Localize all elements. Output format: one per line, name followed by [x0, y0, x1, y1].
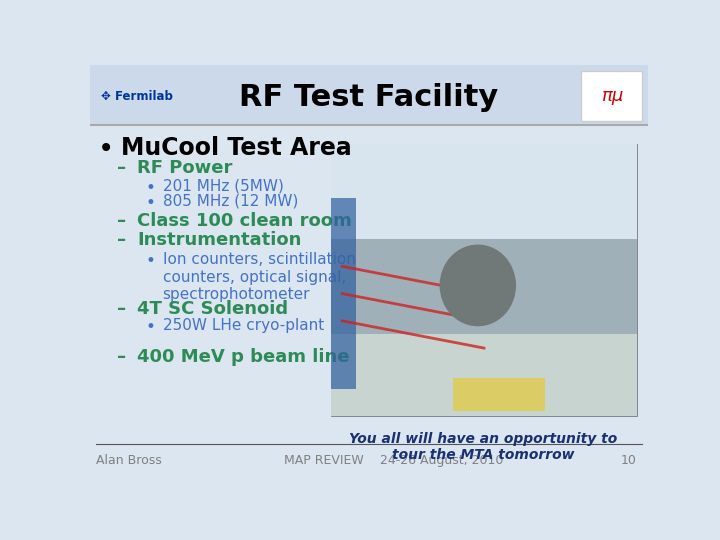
Text: πμ: πμ — [600, 87, 623, 105]
Text: MAP REVIEW: MAP REVIEW — [284, 454, 364, 467]
Text: You all will have an opportunity to
tour the MTA tomorrow: You all will have an opportunity to tour… — [349, 431, 618, 462]
Text: Alan Bross: Alan Bross — [96, 454, 161, 467]
Bar — [331, 239, 637, 334]
Text: 400 MeV p beam line: 400 MeV p beam line — [138, 348, 350, 366]
FancyBboxPatch shape — [581, 71, 642, 121]
Text: MuCool Test Area: MuCool Test Area — [121, 136, 351, 160]
Text: 10: 10 — [621, 454, 637, 467]
Text: –: – — [117, 231, 126, 249]
Text: –: – — [117, 348, 126, 366]
Bar — [331, 198, 356, 389]
Text: RF Power: RF Power — [138, 159, 233, 177]
Text: •: • — [99, 136, 114, 164]
Text: RF Test Facility: RF Test Facility — [239, 83, 499, 112]
Text: •: • — [145, 194, 156, 212]
Text: 250W LHe cryo-plant: 250W LHe cryo-plant — [163, 319, 324, 333]
Bar — [454, 378, 545, 411]
Text: •: • — [145, 252, 156, 271]
Text: ✥ Fermilab: ✥ Fermilab — [101, 90, 173, 103]
Text: 4T SC Solenoid: 4T SC Solenoid — [138, 300, 289, 318]
Text: –: – — [117, 300, 126, 318]
Text: –: – — [117, 159, 126, 177]
Text: 805 MHz (12 MW): 805 MHz (12 MW) — [163, 194, 298, 208]
Bar — [331, 144, 637, 239]
Bar — [331, 334, 637, 416]
Ellipse shape — [440, 245, 516, 326]
Text: –: – — [117, 212, 126, 231]
Text: Class 100 clean room: Class 100 clean room — [138, 212, 352, 231]
Text: •: • — [145, 179, 156, 197]
Text: Ion counters, scintillation
counters, optical signal,
spectrophotometer: Ion counters, scintillation counters, op… — [163, 252, 356, 302]
Bar — [331, 144, 637, 416]
Text: •: • — [145, 319, 156, 336]
Text: 24-26 August, 2010: 24-26 August, 2010 — [380, 454, 503, 467]
Text: 201 MHz (5MW): 201 MHz (5MW) — [163, 179, 284, 194]
Text: Instrumentation: Instrumentation — [138, 231, 302, 249]
Bar — [90, 65, 648, 125]
